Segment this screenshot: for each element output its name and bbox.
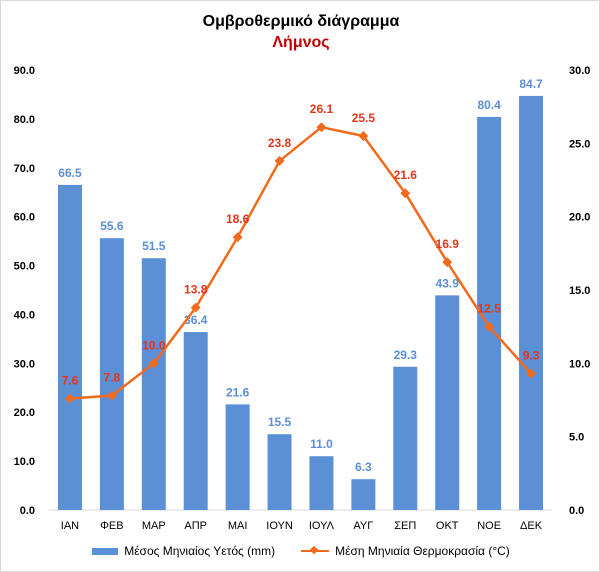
- bar-rain: [309, 456, 334, 510]
- line-data-label: 13.8: [184, 283, 208, 297]
- temperature-marker: [148, 358, 159, 369]
- y-left-tick-label: 50.0: [14, 261, 35, 273]
- temperature-marker: [400, 188, 411, 199]
- y-left-tick-label: 0.0: [20, 505, 35, 517]
- bar-rain: [351, 479, 376, 510]
- legend-item-temperature: Μέση Μηνιαία Θερμοκρασία (°C): [301, 544, 510, 558]
- line-data-label: 7.8: [104, 371, 121, 385]
- x-tick-label: ΜΑΡ: [142, 520, 166, 532]
- x-tick-label: ΑΠΡ: [184, 520, 207, 532]
- chart-legend: Μέσος Μηνιαίος Υετός (mm) Μέση Μηνιαία Θ…: [1, 544, 600, 558]
- bar-data-label: 43.9: [436, 276, 460, 290]
- bar-data-label: 6.3: [355, 460, 372, 474]
- line-data-label: 26.1: [310, 102, 334, 116]
- y-left-tick-label: 10.0: [14, 456, 35, 468]
- bar-data-label: 21.6: [226, 385, 250, 399]
- line-data-label: 16.9: [436, 237, 460, 251]
- x-tick-label: ΝΟΕ: [477, 520, 501, 532]
- bar-rain: [393, 366, 418, 510]
- bar-data-label: 11.0: [310, 437, 333, 451]
- bar-rain: [99, 238, 124, 510]
- y-left-tick-label: 70.0: [14, 163, 35, 175]
- temperature-marker: [232, 232, 243, 243]
- y-right-tick-label: 0.0: [569, 505, 584, 517]
- line-data-label: 12.5: [477, 302, 501, 316]
- x-tick-label: ΙΟΥΝ: [266, 520, 293, 532]
- bar-data-label: 51.5: [142, 239, 166, 253]
- line-data-label: 18.6: [226, 212, 250, 226]
- y-left-tick-label: 40.0: [14, 309, 35, 321]
- x-tick-label: ΔΕΚ: [520, 520, 543, 532]
- y-left-tick-label: 20.0: [14, 407, 35, 419]
- bar-rain: [519, 95, 544, 511]
- legend-swatch-line: [301, 546, 330, 556]
- x-tick-label: ΣΕΠ: [394, 520, 416, 532]
- x-tick-label: ΙΟΥΛ: [309, 520, 335, 532]
- bar-data-label: 15.5: [268, 415, 292, 429]
- legend-label-rain: Μέσος Μηνιαίος Υετός (mm): [124, 544, 276, 558]
- chart-subtitle: Λήμνος: [272, 34, 330, 51]
- y-right-tick-label: 20.0: [569, 212, 590, 224]
- x-tick-label: ΟΚΤ: [436, 520, 459, 532]
- line-data-label: 25.5: [352, 111, 376, 125]
- temperature-marker: [442, 257, 453, 268]
- y-right-tick-label: 15.0: [569, 285, 590, 297]
- bar-data-label: 55.6: [100, 219, 124, 233]
- line-data-label: 21.6: [394, 168, 418, 182]
- y-right-tick-label: 10.0: [569, 358, 590, 370]
- y-right-tick-label: 25.0: [569, 138, 590, 150]
- temperature-marker: [526, 368, 536, 379]
- legend-item-rain: Μέσος Μηνιαίος Υετός (mm): [92, 544, 275, 558]
- legend-label-temperature: Μέση Μηνιαία Θερμοκρασία (°C): [335, 544, 510, 558]
- bar-rain: [225, 404, 250, 510]
- y-left-tick-label: 90.0: [14, 65, 35, 77]
- bar-rain: [141, 258, 166, 510]
- temperature-line: [69, 125, 532, 400]
- legend-swatch-bar: [92, 547, 119, 555]
- line-data-label: 9.3: [523, 349, 540, 363]
- temperature-marker: [190, 302, 201, 313]
- temperature-marker: [274, 155, 285, 166]
- x-tick-label: ΜΑΙ: [228, 520, 248, 532]
- y-left-tick-label: 30.0: [14, 358, 35, 370]
- bar-data-label: 29.3: [394, 348, 418, 362]
- bar-data-label: 66.5: [58, 166, 82, 180]
- line-data-label: 23.8: [268, 136, 292, 150]
- y-left-tick-label: 60.0: [14, 212, 35, 224]
- bar-rain: [57, 184, 82, 510]
- y-left-tick-label: 80.0: [14, 114, 35, 126]
- x-tick-label: ΑΥΓ: [353, 520, 373, 532]
- bar-data-label: 80.4: [477, 98, 501, 112]
- x-tick-label: ΦΕΒ: [100, 520, 123, 532]
- line-data-label: 7.6: [62, 374, 79, 388]
- bar-data-label: 84.7: [519, 77, 543, 91]
- x-tick-label: ΙΑΝ: [61, 520, 79, 532]
- y-right-tick-label: 30.0: [569, 65, 590, 77]
- temperature-marker: [484, 321, 495, 332]
- chart-title: Ομβροθερμικό διάγραμμα: [202, 13, 400, 30]
- ombrothermic-chart: 0.0 10.0 20.0 30.0 40.0 50.0 60.0 70.0 80.0 90.0 0…: [14, 65, 591, 532]
- bar-rain: [267, 434, 292, 510]
- bar-rain: [435, 295, 460, 510]
- line-data-label: 10.0: [142, 338, 166, 352]
- temperature-marker: [358, 131, 369, 141]
- y-right-tick-label: 5.0: [569, 432, 584, 444]
- bar-rain: [183, 332, 208, 510]
